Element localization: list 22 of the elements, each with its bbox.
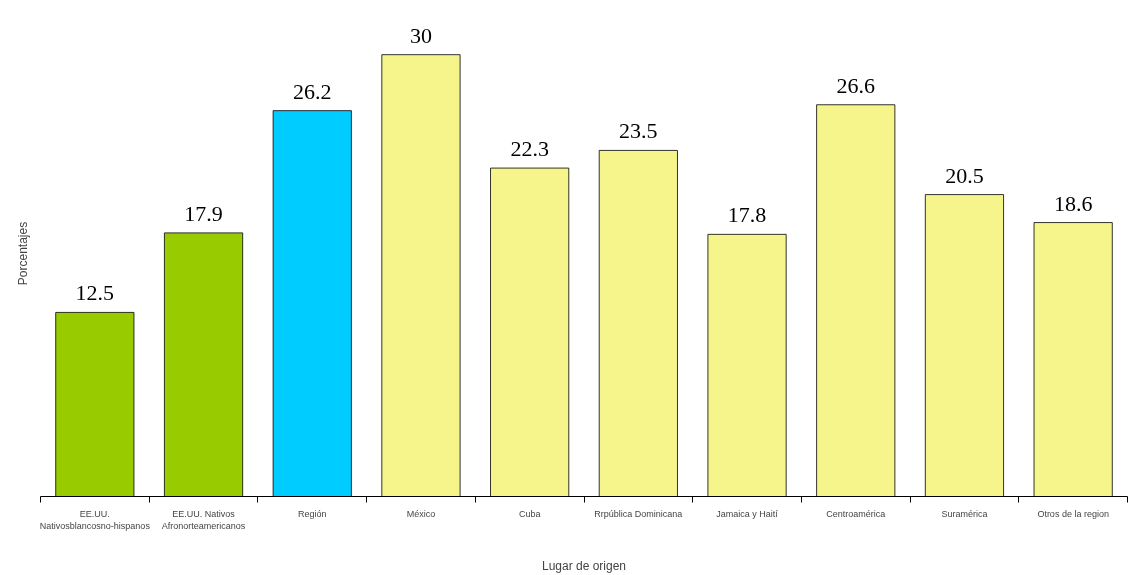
y-axis-title: Porcentajes <box>15 221 30 286</box>
x-tick-label: Rrpública Dominicana <box>594 508 683 519</box>
data-label: 17.9 <box>184 200 223 226</box>
data-label: 26.6 <box>836 72 875 98</box>
data-label: 12.5 <box>75 280 115 306</box>
x-tick-label: México <box>406 508 436 519</box>
x-tick-label: Otros de la region <box>1037 508 1109 519</box>
data-label: 17.8 <box>727 202 767 228</box>
x-tick-label: Centroamérica <box>826 508 886 519</box>
x-axis-title: Lugar de origen <box>541 558 627 573</box>
x-tick-label: EE.UU. Nativos Afronorteamericanos <box>161 508 246 531</box>
data-label: 26.2 <box>293 78 332 104</box>
data-label: 22.3 <box>510 136 549 162</box>
data-label: 23.5 <box>619 118 658 144</box>
data-label: 20.5 <box>945 162 984 188</box>
data-label: 30 <box>409 22 432 48</box>
x-tick-label: Región <box>297 508 327 519</box>
x-tick-label: Suramérica <box>941 508 988 519</box>
x-tick-label: Jamaica y Haití <box>716 508 779 519</box>
data-label: 18.6 <box>1053 190 1093 216</box>
x-tick-label: Cuba <box>518 508 541 519</box>
x-tick-label: EE.UU. Nativosblancosno-hispanos <box>39 508 151 531</box>
